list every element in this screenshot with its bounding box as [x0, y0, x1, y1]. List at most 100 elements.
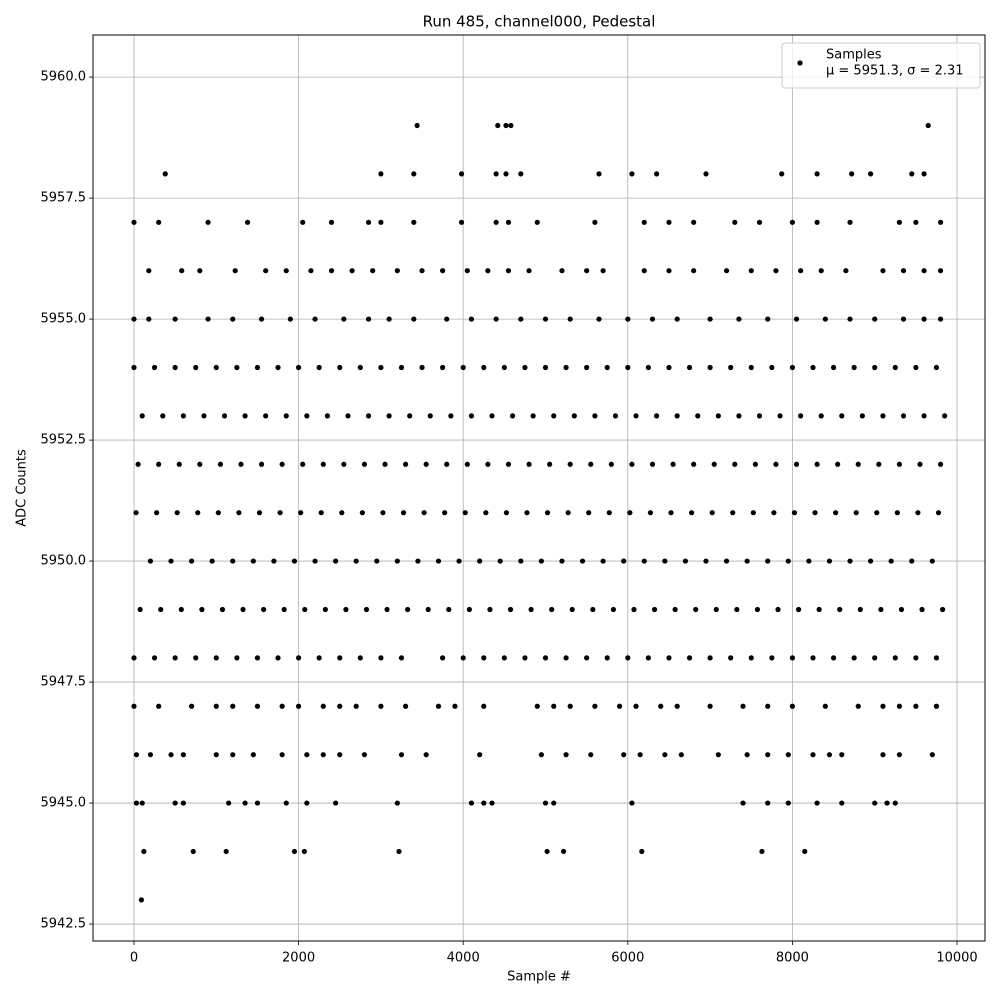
data-point [386, 413, 392, 419]
data-point [544, 848, 550, 855]
data-point [616, 703, 623, 709]
data-point [627, 510, 633, 516]
data-point [785, 800, 791, 806]
data-point [814, 219, 820, 225]
data-point [728, 655, 734, 661]
data-point [567, 703, 573, 709]
data-point [707, 703, 713, 709]
data-point [423, 461, 429, 467]
data-point [798, 268, 804, 274]
data-point [156, 461, 162, 467]
data-point [544, 510, 551, 516]
data-point [215, 510, 221, 516]
data-point [320, 703, 326, 709]
x-tick-label: 2000 [282, 951, 315, 966]
data-point [744, 752, 750, 758]
data-point [281, 606, 287, 613]
data-point [814, 171, 820, 177]
data-point [839, 800, 845, 806]
data-point [528, 606, 534, 613]
data-point [629, 800, 635, 806]
data-point [707, 655, 713, 661]
data-point [691, 219, 697, 225]
data-point [752, 461, 758, 467]
data-point [295, 703, 302, 709]
data-point [337, 703, 343, 709]
data-point [538, 558, 544, 564]
data-point [349, 268, 355, 274]
data-point [316, 364, 322, 371]
data-point [497, 558, 503, 564]
data-point [826, 558, 833, 564]
grid [93, 35, 985, 941]
data-point [765, 703, 771, 709]
data-point [415, 558, 421, 564]
data-point [872, 655, 878, 661]
data-point [452, 703, 458, 709]
data-point [333, 558, 339, 564]
data-point [894, 510, 900, 516]
chart-title: Run 485, channel000, Pedestal [423, 13, 656, 31]
data-point [629, 461, 635, 467]
data-point [279, 461, 285, 467]
data-point [505, 461, 512, 467]
legend-note: μ = 5951.3, σ = 2.31 [826, 64, 964, 79]
data-point [769, 364, 775, 371]
data-point [853, 510, 859, 516]
data-point [221, 413, 228, 419]
data-point [773, 268, 779, 274]
data-point [736, 413, 742, 419]
data-point [668, 510, 674, 516]
data-point [748, 364, 754, 371]
data-point [337, 752, 343, 758]
data-point [156, 703, 162, 709]
data-point [551, 703, 557, 709]
data-point [295, 655, 302, 661]
data-point [789, 364, 796, 371]
data-point [857, 606, 863, 613]
data-point [300, 219, 306, 225]
data-point [707, 364, 713, 371]
data-point [933, 364, 940, 371]
data-point [775, 606, 781, 613]
data-point [898, 606, 905, 613]
data-point [872, 800, 878, 806]
y-tick-label: 5955.0 [41, 312, 87, 327]
data-point [205, 219, 211, 225]
y-tick-label: 5952.5 [41, 433, 87, 448]
data-point [847, 219, 853, 225]
data-point [750, 510, 756, 516]
data-point [230, 316, 236, 322]
data-point [230, 752, 236, 758]
data-point [398, 364, 405, 371]
data-point [810, 752, 816, 758]
data-point [937, 219, 944, 225]
data-point [756, 219, 763, 225]
data-point [645, 655, 651, 661]
data-point [847, 558, 853, 564]
data-point [612, 413, 619, 419]
data-point [596, 171, 602, 177]
data-point [631, 606, 637, 613]
data-point [748, 655, 754, 661]
data-point [734, 606, 740, 613]
data-point [464, 461, 470, 467]
y-axis-label: ADC Counts [15, 449, 30, 527]
data-point [937, 268, 944, 274]
y-tick-label: 5950.0 [41, 554, 87, 569]
data-point [341, 316, 347, 322]
data-point [304, 413, 310, 419]
data-point [236, 510, 242, 516]
data-point [921, 171, 927, 177]
data-point [361, 752, 368, 758]
data-point [913, 219, 919, 225]
data-point [312, 558, 318, 564]
data-point [919, 606, 925, 613]
data-point [896, 461, 903, 467]
data-point [172, 364, 178, 371]
data-point [604, 364, 610, 371]
data-point [878, 606, 884, 613]
data-point [682, 558, 689, 564]
